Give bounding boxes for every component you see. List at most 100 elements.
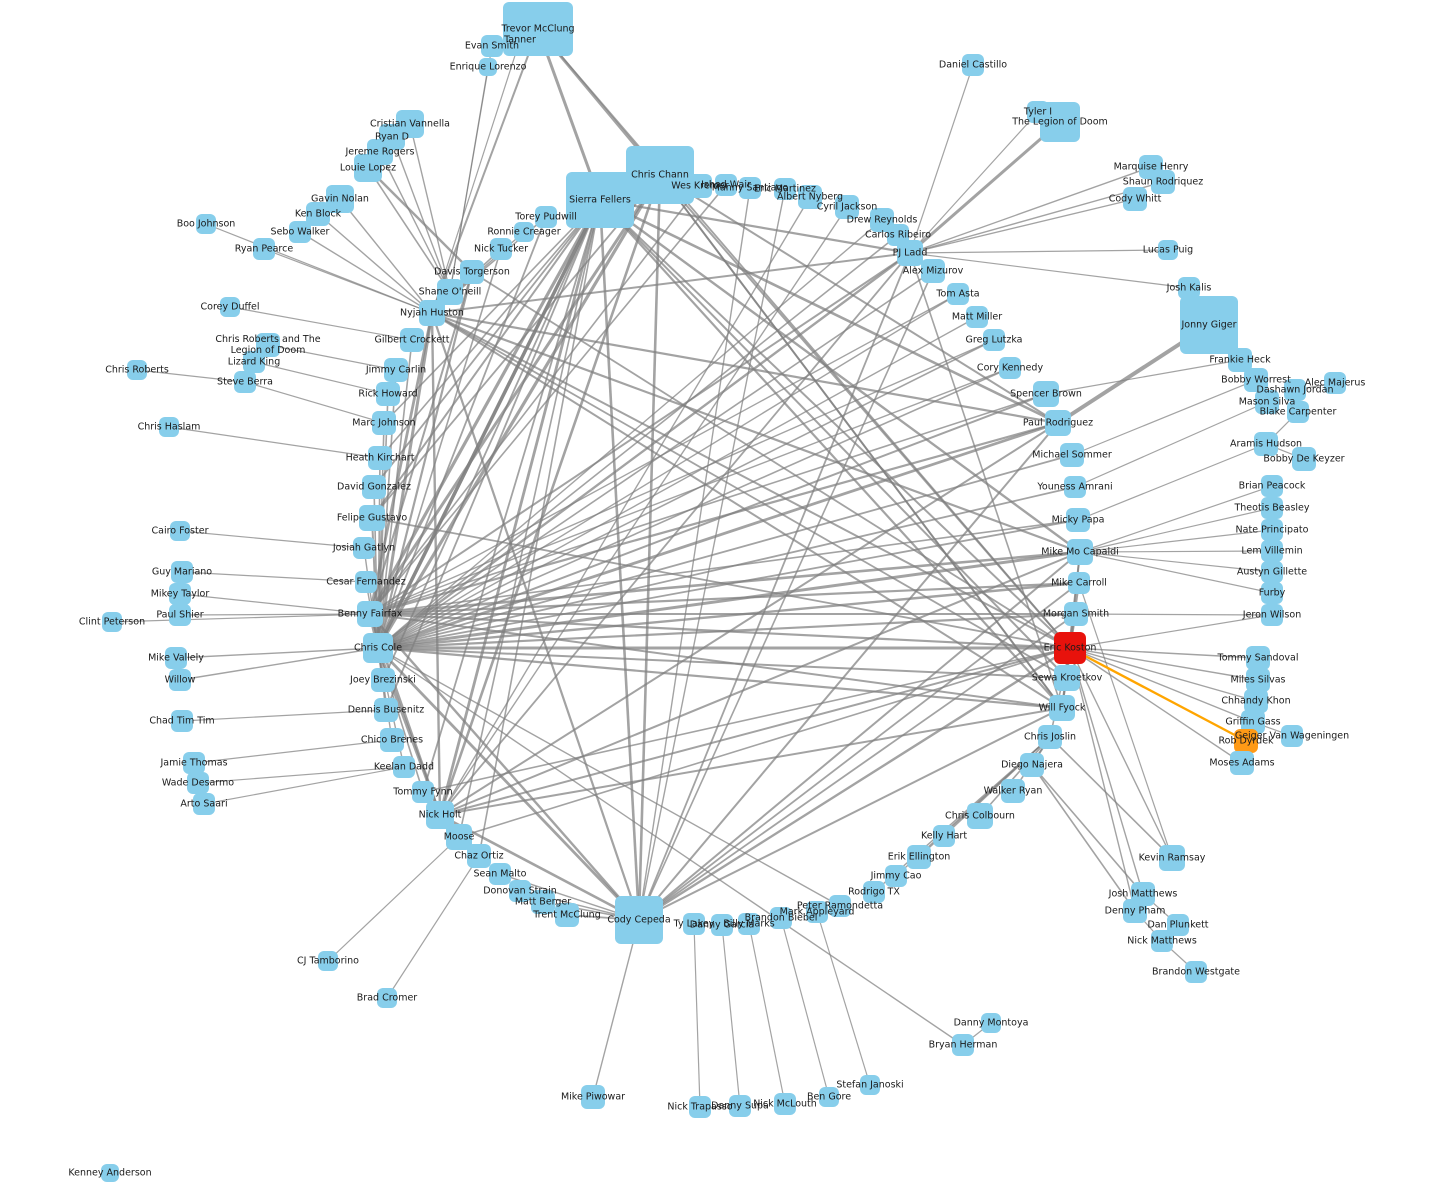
graph-node[interactable]	[1246, 646, 1270, 670]
graph-node[interactable]	[983, 329, 1005, 351]
graph-node[interactable]	[835, 195, 859, 219]
graph-node[interactable]	[384, 358, 408, 382]
graph-node[interactable]	[711, 914, 733, 936]
graph-node[interactable]	[159, 417, 179, 437]
graph-node[interactable]	[1261, 604, 1283, 626]
graph-node[interactable]	[1261, 519, 1283, 541]
graph-node[interactable]	[1261, 561, 1283, 583]
graph-node[interactable]	[967, 803, 993, 829]
graph-node[interactable]	[1001, 779, 1025, 803]
graph-node[interactable]	[555, 903, 579, 927]
graph-node[interactable]	[1244, 368, 1268, 392]
graph-node[interactable]	[863, 881, 885, 903]
graph-node[interactable]	[1284, 379, 1306, 401]
graph-node[interactable]	[183, 752, 205, 774]
graph-node[interactable]	[829, 895, 851, 917]
graph-node[interactable]	[376, 382, 400, 406]
graph-node[interactable]	[326, 185, 354, 213]
graph-node[interactable]	[566, 172, 634, 228]
graph-node[interactable]	[1287, 401, 1309, 423]
graph-node[interactable]	[412, 781, 434, 803]
graph-node[interactable]	[1261, 497, 1283, 519]
graph-node[interactable]	[372, 411, 396, 435]
graph-node[interactable]	[947, 283, 969, 305]
graph-node[interactable]	[1158, 240, 1178, 260]
graph-node[interactable]	[1178, 277, 1200, 299]
graph-node[interactable]	[169, 604, 191, 626]
graph-node[interactable]	[371, 668, 395, 692]
graph-node[interactable]	[289, 221, 311, 243]
graph-node[interactable]	[374, 698, 398, 722]
graph-node[interactable]	[355, 571, 377, 593]
graph-node[interactable]	[1068, 572, 1090, 594]
graph-node[interactable]	[354, 154, 382, 182]
graph-node[interactable]	[860, 1075, 880, 1095]
graph-node[interactable]	[193, 793, 215, 815]
graph-node[interactable]	[1049, 695, 1075, 721]
graph-node[interactable]	[1038, 725, 1062, 749]
graph-node[interactable]	[729, 1095, 751, 1117]
graph-node[interactable]	[1067, 539, 1093, 565]
graph-node[interactable]	[738, 913, 760, 935]
graph-node[interactable]	[508, 29, 532, 51]
graph-node[interactable]	[1261, 475, 1283, 497]
graph-node[interactable]	[535, 206, 557, 228]
graph-node[interactable]	[1054, 632, 1086, 664]
graph-node[interactable]	[479, 58, 497, 76]
graph-node[interactable]	[1254, 432, 1278, 456]
graph-node[interactable]	[363, 633, 393, 663]
graph-node[interactable]	[419, 300, 445, 326]
graph-node[interactable]	[306, 202, 330, 226]
graph-node[interactable]	[187, 772, 209, 794]
graph-node[interactable]	[1185, 961, 1207, 983]
graph-node[interactable]	[774, 1093, 796, 1115]
graph-node[interactable]	[220, 297, 240, 317]
graph-node[interactable]	[368, 446, 392, 470]
graph-node[interactable]	[999, 357, 1021, 379]
graph-node[interactable]	[514, 222, 534, 242]
graph-node[interactable]	[253, 238, 275, 260]
graph-node[interactable]	[907, 845, 931, 869]
graph-node[interactable]	[770, 907, 792, 929]
graph-node[interactable]	[171, 710, 193, 732]
graph-node[interactable]	[688, 174, 712, 198]
graph-node[interactable]	[1040, 102, 1080, 142]
graph-node[interactable]	[359, 505, 385, 531]
graph-node[interactable]	[1123, 187, 1147, 211]
graph-node[interactable]	[806, 901, 828, 923]
graph-node[interactable]	[165, 647, 187, 669]
graph-node[interactable]	[626, 146, 694, 204]
graph-node[interactable]	[1064, 476, 1086, 498]
graph-node[interactable]	[1151, 170, 1175, 194]
graph-node[interactable]	[318, 951, 338, 971]
graph-node[interactable]	[1064, 602, 1088, 626]
graph-node[interactable]	[774, 178, 796, 200]
graph-node[interactable]	[581, 1085, 605, 1109]
graph-node[interactable]	[481, 35, 503, 57]
graph-node[interactable]	[196, 214, 216, 234]
graph-node[interactable]	[1261, 582, 1283, 604]
graph-node[interactable]	[819, 1087, 839, 1107]
graph-node[interactable]	[1033, 381, 1059, 407]
graph-node[interactable]	[897, 240, 923, 266]
graph-node[interactable]	[169, 583, 191, 605]
graph-node[interactable]	[380, 728, 404, 752]
graph-node[interactable]	[952, 1034, 974, 1056]
graph-node[interactable]	[1292, 447, 1316, 471]
graph-node[interactable]	[101, 1164, 119, 1182]
graph-node[interactable]	[966, 306, 988, 328]
graph-node[interactable]	[1281, 725, 1303, 747]
graph-node[interactable]	[933, 825, 955, 847]
graph-node[interactable]	[981, 1013, 1001, 1033]
graph-node[interactable]	[683, 913, 705, 935]
graph-node[interactable]	[171, 561, 193, 583]
graph-node[interactable]	[1261, 540, 1283, 562]
graph-node[interactable]	[393, 756, 415, 778]
graph-node[interactable]	[489, 863, 511, 885]
graph-node[interactable]	[353, 537, 375, 559]
graph-node[interactable]	[1151, 930, 1173, 952]
graph-node[interactable]	[1244, 689, 1268, 713]
graph-node[interactable]	[234, 371, 256, 393]
graph-node[interactable]	[460, 260, 484, 284]
graph-node[interactable]	[509, 880, 531, 902]
